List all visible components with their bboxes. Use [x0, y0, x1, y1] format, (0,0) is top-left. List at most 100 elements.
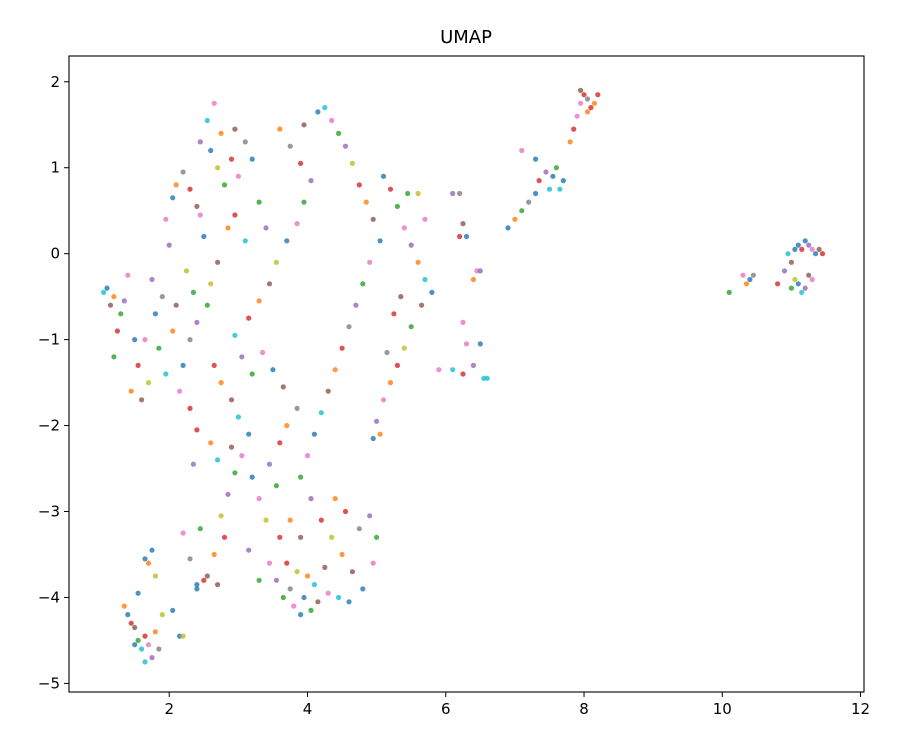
y-tick-label: 0: [50, 245, 60, 263]
y-tick-label: −5: [38, 674, 60, 692]
data-point: [263, 517, 269, 523]
data-point: [457, 233, 463, 240]
data-point: [370, 435, 376, 442]
data-point: [152, 629, 158, 635]
data-point: [557, 186, 563, 192]
data-point: [139, 397, 145, 403]
data-point: [287, 143, 293, 149]
data-point: [460, 221, 466, 227]
data-point: [394, 362, 400, 368]
data-point: [546, 186, 553, 192]
y-tick-label: 2: [50, 73, 60, 91]
data-point: [246, 431, 252, 437]
data-point: [298, 612, 304, 618]
data-point: [277, 534, 283, 540]
data-point: [422, 276, 428, 283]
data-point: [322, 564, 328, 571]
data-point: [294, 405, 300, 411]
data-point: [436, 367, 442, 373]
data-point: [249, 156, 255, 162]
data-point: [339, 551, 345, 558]
data-point: [204, 117, 210, 124]
data-point: [145, 642, 152, 648]
data-point: [232, 126, 238, 132]
data-point: [111, 294, 117, 300]
data-point: [560, 178, 566, 184]
data-point: [232, 332, 238, 338]
data-point: [170, 607, 176, 614]
data-point: [180, 530, 186, 536]
data-point: [301, 594, 307, 601]
data-point: [163, 371, 169, 377]
y-tick-label: −1: [38, 331, 60, 349]
data-point: [187, 556, 193, 562]
data-point: [280, 384, 286, 390]
data-point: [802, 238, 808, 244]
data-point: [356, 526, 362, 532]
data-point: [277, 440, 283, 446]
data-point: [284, 238, 290, 244]
data-point: [360, 586, 366, 592]
data-point: [235, 414, 241, 420]
data-point: [322, 105, 328, 111]
data-point: [239, 354, 245, 360]
data-point: [273, 577, 279, 583]
data-point: [128, 388, 134, 394]
points-layer: [101, 87, 826, 665]
data-point: [218, 380, 224, 386]
data-point: [170, 328, 176, 334]
data-point: [142, 556, 148, 562]
data-point: [325, 590, 331, 596]
data-point: [308, 496, 314, 502]
data-point: [318, 410, 324, 416]
data-point: [135, 362, 141, 368]
data-point: [809, 276, 815, 283]
data-point: [284, 560, 290, 566]
data-point: [311, 582, 317, 588]
data-point: [802, 285, 808, 291]
data-point: [463, 233, 470, 240]
data-point: [173, 182, 179, 188]
data-point: [177, 388, 183, 394]
data-point: [374, 418, 380, 424]
data-point: [342, 143, 349, 149]
data-point: [311, 431, 317, 437]
data-point: [533, 190, 539, 197]
plot-frame: [68, 55, 865, 693]
data-point: [225, 491, 231, 497]
data-point: [315, 599, 321, 605]
data-point: [591, 100, 598, 106]
data-point: [743, 281, 750, 287]
data-point: [816, 246, 822, 252]
data-point: [125, 612, 131, 618]
data-point: [336, 130, 342, 136]
data-point: [792, 276, 798, 283]
data-point: [304, 573, 311, 579]
data-point: [208, 281, 214, 287]
data-point: [806, 272, 812, 278]
data-point: [294, 569, 300, 575]
data-point: [135, 637, 141, 644]
data-point: [578, 100, 584, 106]
data-point: [107, 302, 114, 308]
data-point: [121, 603, 127, 609]
data-point: [819, 251, 826, 257]
data-point: [301, 122, 307, 128]
data-point: [505, 225, 511, 231]
data-point: [301, 199, 307, 205]
data-point: [792, 246, 798, 252]
data-point: [111, 354, 117, 360]
data-point: [121, 298, 127, 304]
data-point: [574, 113, 580, 119]
data-point: [149, 655, 155, 661]
data-point: [384, 349, 390, 356]
y-tick-label: −4: [38, 588, 60, 606]
data-point: [346, 599, 352, 605]
data-point: [187, 186, 193, 192]
data-point: [194, 586, 200, 592]
data-point: [363, 199, 369, 205]
data-point: [550, 173, 556, 179]
data-point: [795, 281, 801, 287]
data-point: [788, 259, 795, 265]
data-point: [519, 208, 525, 214]
